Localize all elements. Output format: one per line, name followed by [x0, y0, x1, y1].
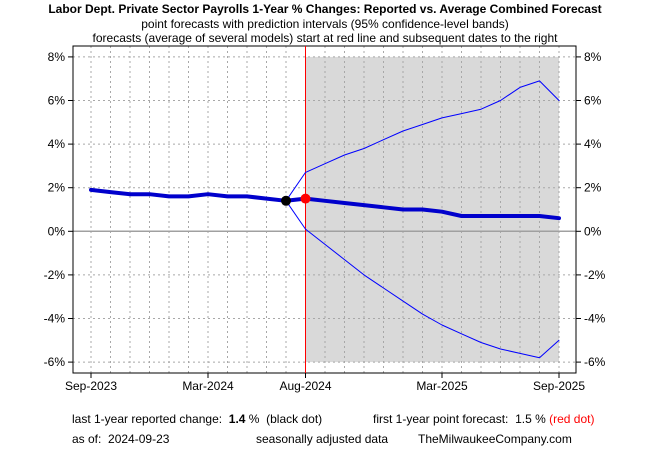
y-tick-label-left: 8%: [48, 50, 66, 64]
last-reported-unit: %: [248, 412, 260, 426]
y-tick-label-right: 2%: [584, 181, 602, 195]
series-line-reported: [89, 187, 288, 203]
x-tick-label: Aug-2024: [279, 379, 331, 393]
y-tick-label-left: 2%: [48, 181, 66, 195]
as-of-label: as of:: [72, 432, 102, 446]
source-credit: TheMilwaukeeCompany.com: [418, 432, 572, 446]
seasonal-note: seasonally adjusted data: [256, 432, 389, 446]
last-reported-value: 1.4: [228, 412, 246, 426]
chart-title: Labor Dept. Private Sector Payrolls 1-Ye…: [48, 2, 602, 16]
chart-subtitle-1: point forecasts with prediction interval…: [141, 17, 509, 31]
first-forecast-value: 1.5 %: [515, 412, 546, 426]
x-tick-label: Mar-2025: [416, 379, 468, 393]
y-tick-label-right: 4%: [584, 137, 602, 151]
series-line-forecast: [303, 196, 561, 221]
y-tick-label-right: -6%: [584, 355, 606, 369]
footer-first-forecast: first 1-year point forecast: 1.5 % (red …: [373, 412, 594, 426]
y-tick-label-left: 4%: [48, 137, 66, 151]
y-tick-label-left: -2%: [44, 268, 66, 282]
x-tick-label: Sep-2023: [65, 379, 117, 393]
y-tick-label-left: 0%: [48, 224, 66, 238]
x-tick-label: Sep-2025: [533, 379, 585, 393]
plot-frame: [72, 45, 577, 374]
y-tick-label-left: -6%: [44, 355, 66, 369]
y-tick-label-right: 0%: [584, 224, 602, 238]
chart-subtitle-2: forecasts (average of several models) st…: [92, 31, 558, 45]
y-tick-label-right: -4%: [584, 312, 606, 326]
marker-first-forecast: [300, 193, 311, 204]
last-reported-label: last 1-year reported change:: [72, 412, 223, 426]
as-of-date: 2024-09-23: [108, 432, 170, 446]
y-tick-label-left: 6%: [48, 94, 66, 108]
footer-as-of: as of: 2024-09-23: [72, 432, 169, 446]
first-forecast-label: first 1-year point forecast:: [373, 412, 509, 426]
series-line-lower-band: [285, 200, 560, 359]
x-tick-label: Mar-2024: [182, 379, 234, 393]
y-tick-label-right: -2%: [584, 268, 606, 282]
last-reported-note: (black dot): [266, 412, 323, 426]
footer-last-reported: last 1-year reported change: 1.4 % (blac…: [72, 412, 322, 426]
y-tick-label-left: -4%: [44, 312, 66, 326]
marker-last-reported: [281, 195, 291, 206]
series-line-upper-band: [285, 80, 560, 202]
y-tick-label-right: 8%: [584, 50, 602, 64]
first-forecast-note: (red dot): [549, 412, 595, 426]
y-tick-label-right: 6%: [584, 94, 602, 108]
